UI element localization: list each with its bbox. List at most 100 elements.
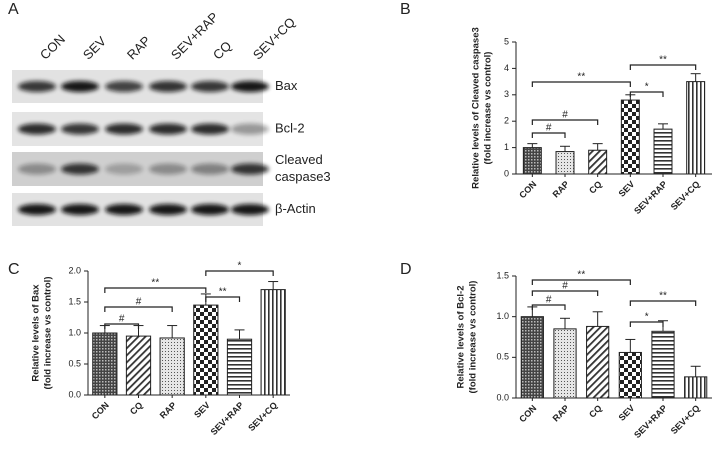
- significance-bracket: [531, 81, 631, 87]
- x-tick-label: CON: [90, 400, 111, 421]
- blot-band: [105, 163, 143, 175]
- panel-label: B: [400, 1, 411, 18]
- bar: [260, 289, 286, 396]
- blot-band: [105, 123, 143, 135]
- blot-label: caspase3: [275, 169, 331, 184]
- significance-label: #: [546, 295, 552, 306]
- blot-band: [105, 204, 143, 215]
- lane-label: SEV+CQ: [250, 14, 298, 62]
- y-tick-label: 0: [504, 168, 509, 178]
- significance-label: **: [577, 270, 585, 281]
- blot-band: [149, 123, 187, 135]
- bar: [522, 147, 542, 175]
- significance-label: *: [645, 82, 649, 93]
- blot-band: [61, 163, 99, 175]
- significance-bracket: [205, 270, 274, 276]
- significance-label: *: [645, 312, 649, 323]
- blot-band: [18, 81, 56, 92]
- significance-bracket: [531, 279, 631, 285]
- y-tick-label: 1.5: [68, 296, 81, 306]
- x-tick-label: SEV: [617, 403, 637, 423]
- significance-label: **: [659, 291, 667, 302]
- significance-bracket: [205, 296, 241, 302]
- significance-bracket: [104, 306, 173, 312]
- bar: [555, 151, 575, 175]
- blot-band: [231, 123, 269, 135]
- y-axis-label: Relative levels of Bax: [31, 284, 42, 382]
- y-tick-label: 0.5: [68, 358, 81, 368]
- blot-label: Cleaved: [275, 152, 323, 167]
- blot-band: [149, 204, 187, 215]
- y-tick-label: 1.0: [68, 327, 81, 337]
- lane-label: RAP: [124, 33, 154, 63]
- x-tick-label: SEV+CQ: [246, 400, 279, 433]
- y-tick-label: 4: [504, 63, 509, 73]
- significance-bracket: [104, 287, 207, 293]
- bar: [520, 316, 544, 399]
- significance-bracket: [531, 119, 599, 125]
- significance-label: **: [577, 72, 585, 83]
- lane-label: CON: [37, 32, 68, 63]
- panel-label: D: [400, 261, 412, 278]
- significance-bracket: [531, 304, 566, 310]
- x-tick-label: SEV+CQ: [669, 179, 702, 212]
- lane-label: CQ: [210, 38, 234, 62]
- bar: [553, 328, 577, 399]
- lane-label: SEV: [80, 33, 109, 62]
- blot-band: [231, 81, 269, 92]
- blot-label: Bax: [275, 78, 298, 93]
- significance-label: #: [562, 110, 568, 121]
- bar: [686, 81, 706, 175]
- significance-bracket: [629, 321, 664, 327]
- bar: [159, 337, 185, 396]
- y-axis-label: (fold increase vs control): [43, 277, 54, 390]
- x-tick-label: SEV+CQ: [669, 403, 702, 436]
- blot-band: [191, 123, 229, 135]
- x-tick-label: SEV: [192, 400, 212, 420]
- bar: [684, 376, 708, 399]
- significance-label: **: [659, 55, 667, 66]
- y-tick-label: 5: [504, 36, 509, 46]
- panel-label: A: [8, 1, 19, 18]
- blot-band: [105, 81, 143, 92]
- y-tick-label: 0.0: [68, 389, 81, 399]
- blot-label: β-Actin: [275, 201, 316, 216]
- blot-band: [61, 81, 99, 92]
- y-axis-label: (fold increase vs control): [483, 52, 494, 165]
- blot-band: [18, 163, 56, 175]
- y-tick-label: 2: [504, 116, 509, 126]
- y-axis-label: Relative levels of Bcl-2: [456, 286, 467, 389]
- x-tick-label: RAP: [551, 403, 572, 424]
- bar: [125, 335, 152, 396]
- blot-band: [61, 204, 99, 215]
- y-tick-label: 3: [504, 89, 509, 99]
- significance-bracket: [629, 64, 697, 70]
- y-tick-label: 1.5: [496, 270, 509, 280]
- significance-bracket: [104, 323, 140, 329]
- bar: [193, 304, 219, 396]
- y-tick-label: 0.5: [496, 352, 509, 362]
- y-tick-label: 0.0: [496, 392, 509, 402]
- y-tick-label: 2.0: [68, 265, 81, 275]
- significance-bracket: [531, 290, 599, 296]
- blot-band: [231, 204, 269, 215]
- significance-label: **: [219, 287, 227, 298]
- significance-bracket: [531, 132, 566, 138]
- blot-band: [18, 123, 56, 135]
- y-tick-label: 1.0: [496, 311, 509, 321]
- y-tick-label: 1: [504, 142, 509, 152]
- blot-band: [149, 163, 187, 175]
- significance-label: #: [562, 281, 568, 292]
- significance-label: #: [119, 314, 125, 325]
- y-axis-label: Relative levels of Cleaved caspase3: [471, 27, 482, 189]
- bar: [618, 351, 642, 399]
- x-tick-label: SEV+RAP: [209, 400, 246, 437]
- blot-band: [61, 123, 99, 135]
- significance-label: **: [151, 278, 159, 289]
- bar: [651, 330, 675, 399]
- bar: [586, 325, 610, 399]
- significance-label: #: [546, 123, 552, 134]
- blot-band: [18, 204, 56, 215]
